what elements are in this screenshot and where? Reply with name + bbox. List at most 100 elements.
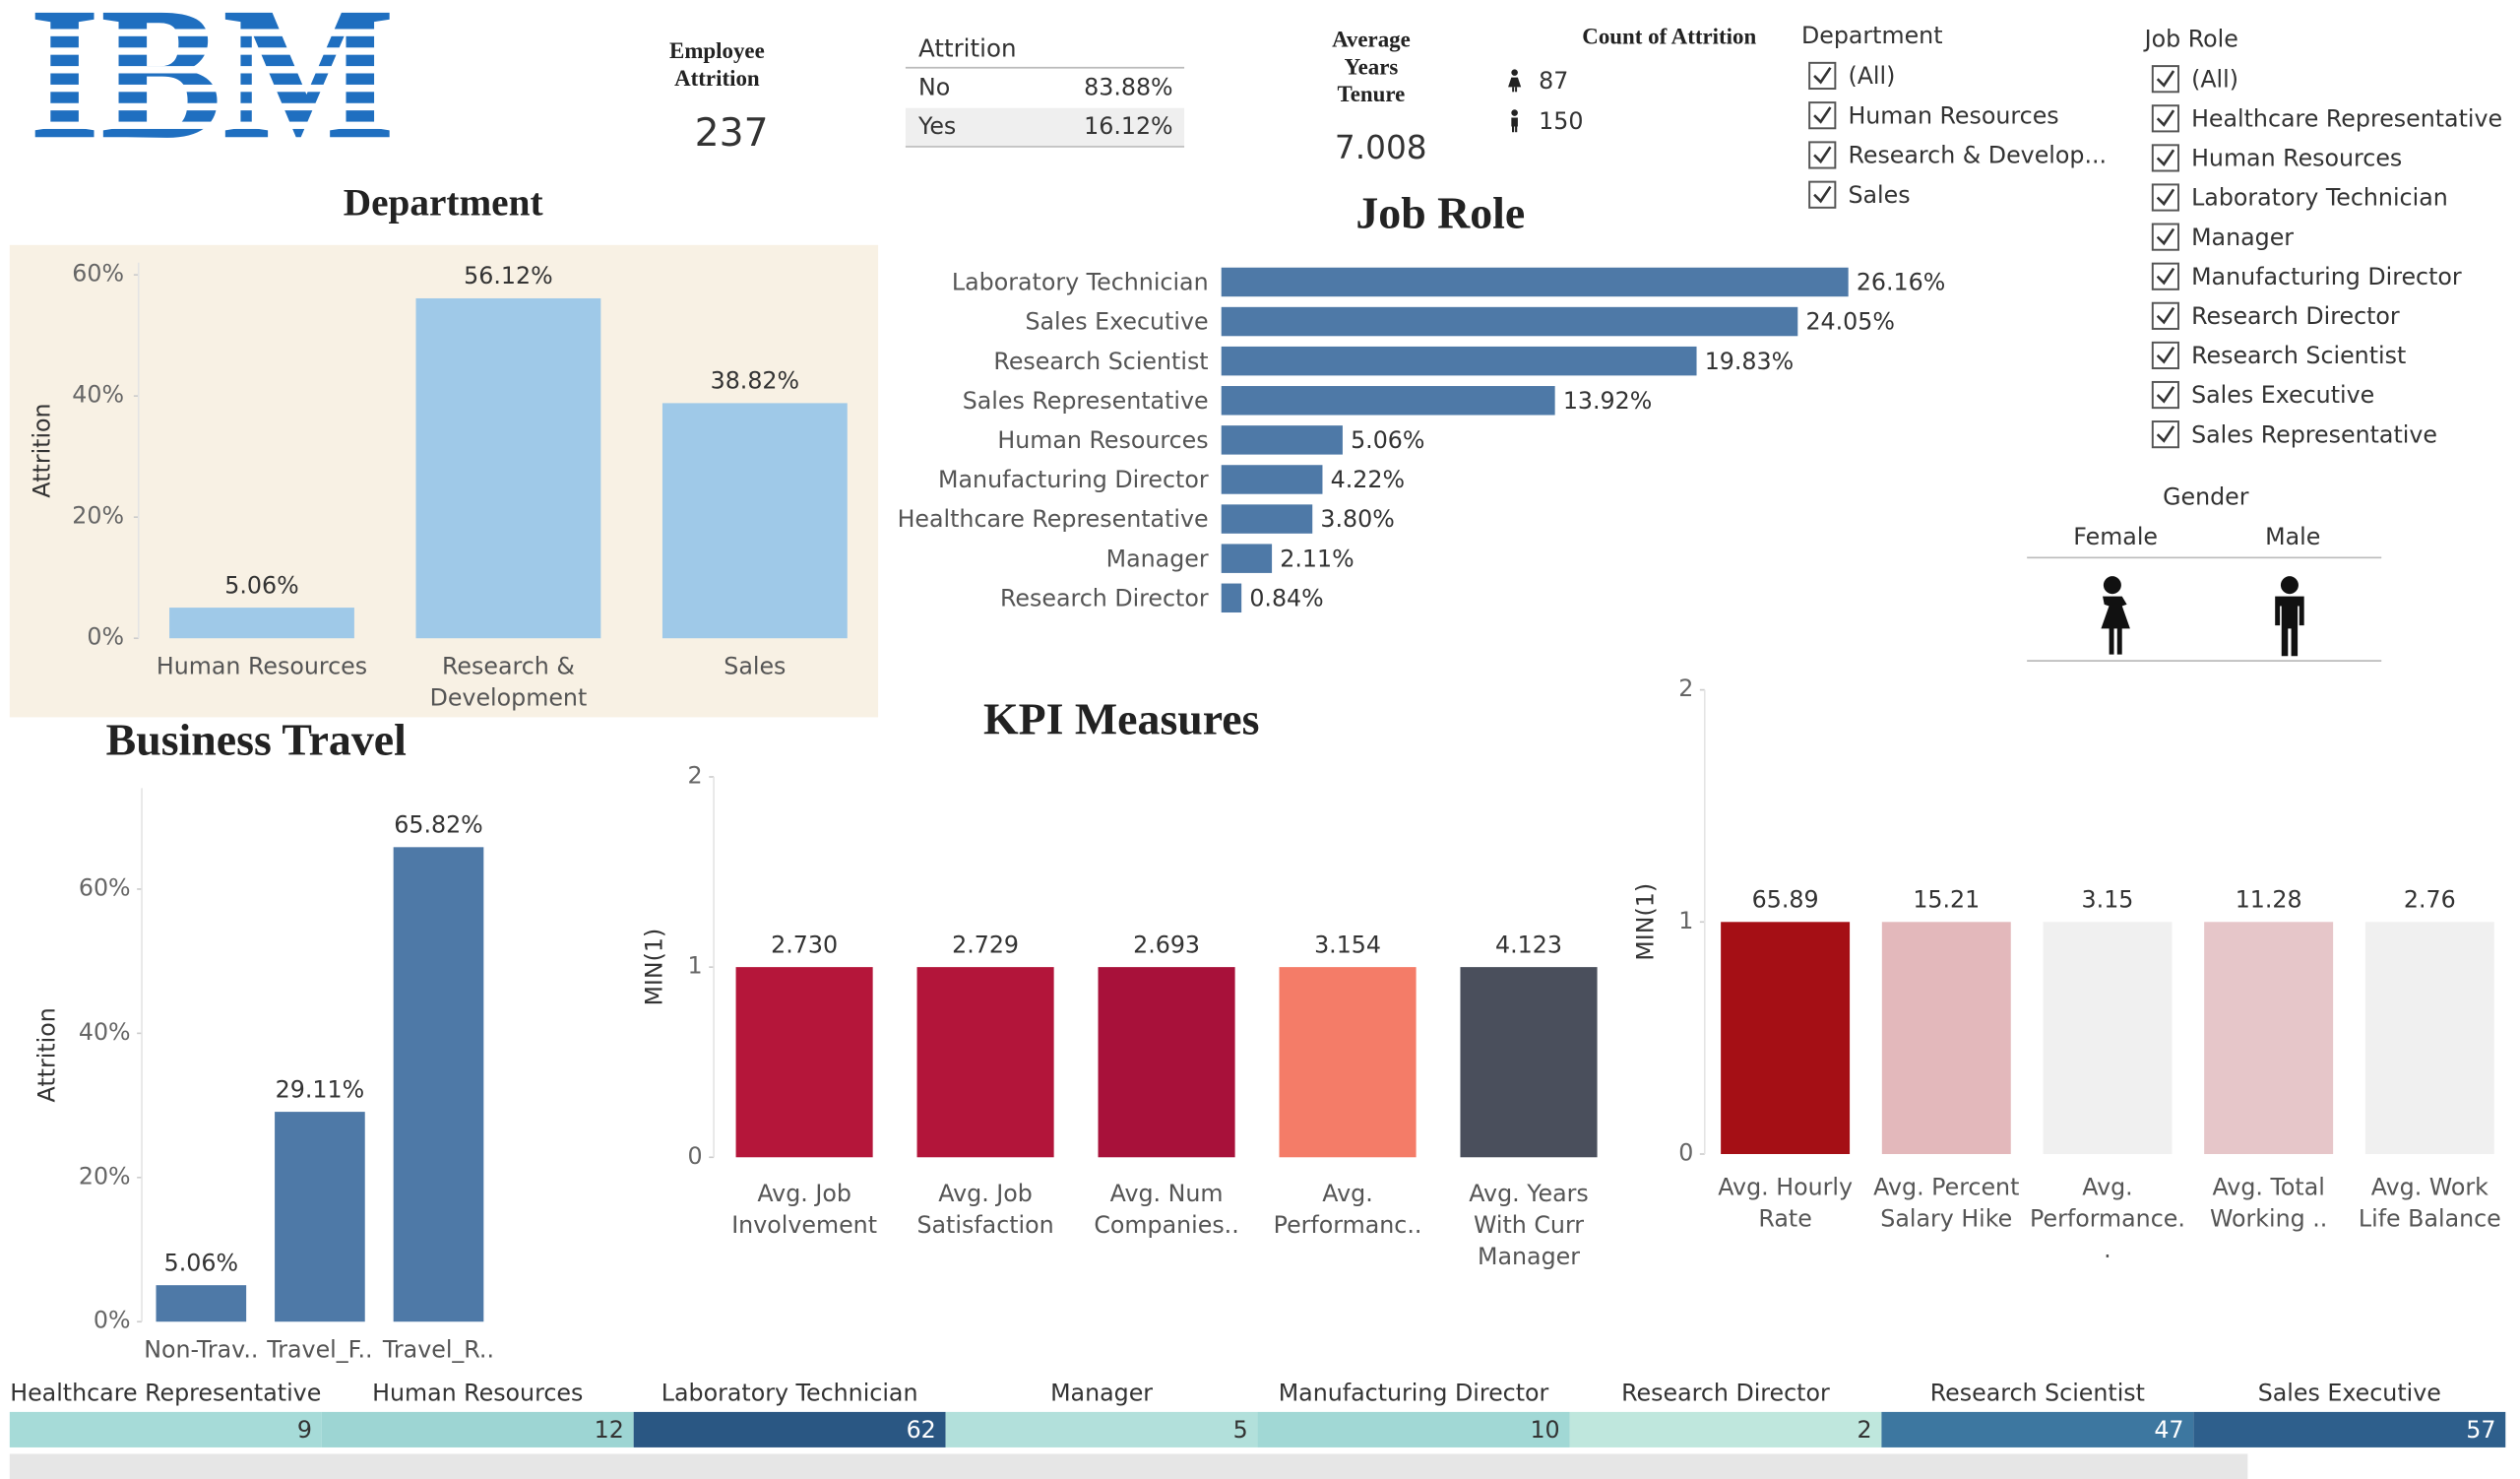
checkbox[interactable] [2151,65,2179,94]
checkbox[interactable] [2151,183,2179,212]
filter-item[interactable]: Manufacturing Director [2191,263,2462,290]
y-tick-label: 0% [94,1307,131,1334]
checkbox[interactable] [1808,141,1837,169]
filter-item[interactable]: Sales Executive [2191,381,2374,409]
data-label: 2.76 [2404,886,2456,914]
x-tick-label: Avg. Performance.. [2030,1173,2185,1263]
cell-value: 10 [1530,1416,1559,1444]
checkbox[interactable] [2151,420,2179,449]
filter-item[interactable]: Healthcare Representative [2191,104,2502,132]
checkbox[interactable] [1808,101,1837,130]
checkmark [2156,109,2175,127]
male-icon[interactable] [2275,576,2304,657]
checkmark [2156,227,2175,246]
filter-item[interactable]: Sales Representative [2191,420,2437,448]
checkbox[interactable] [2151,380,2179,410]
checkbox[interactable] [2151,262,2179,290]
y-tick-label: 2 [1678,675,1693,702]
chart-title: KPI Measures [983,693,1259,743]
filter-item[interactable]: Sales [1848,181,1910,209]
checkmark [1813,146,1832,164]
data-label: 65.89 [1752,886,1819,914]
filter-item[interactable]: (All) [1848,62,1895,90]
data-label: 2.730 [771,931,838,958]
data-label: 0.84% [1249,584,1323,611]
cell-value: 57 [2466,1416,2495,1444]
y-tick-label: 0 [1678,1139,1693,1167]
chart-title: Business Travel [106,715,407,765]
x-tick-label: Research & Development [430,652,588,711]
cell [321,1411,634,1447]
checkbox[interactable] [2151,223,2179,251]
bar [1221,425,1343,455]
data-label: 38.82% [711,367,799,395]
logo: IBM [16,0,411,178]
x-tick-label: Avg. Performanc.. [1274,1179,1422,1238]
data-label: 3.15 [2082,886,2134,914]
logo-stripes [16,29,411,148]
bar [1221,386,1555,416]
y-tick-label: Sales Executive [1025,308,1208,336]
cell [633,1411,946,1447]
cell-value: 9 [297,1416,312,1444]
y-tick-label: 2 [688,761,703,789]
column-header: Research Director [1621,1379,1830,1406]
checkbox[interactable] [2151,301,2179,330]
y-tick-label: 60% [79,873,131,901]
female-icon[interactable] [2101,576,2130,655]
filter-item[interactable]: Human Resources [1848,101,2058,129]
checkbox[interactable] [2151,144,2179,172]
filter-item[interactable]: Manager [2191,224,2294,251]
checkbox[interactable] [2151,104,2179,133]
filter-item[interactable]: Laboratory Technician [2191,184,2448,212]
y-tick-label: 1 [1678,907,1693,934]
y-axis-label: Attrition [29,403,56,497]
bar [1221,504,1313,534]
gender-option[interactable]: Male [2265,523,2320,550]
data-label: 2.693 [1133,931,1200,958]
column-header: Human Resources [372,1379,583,1406]
checkmark [2156,149,2175,167]
checkbox[interactable] [1808,61,1837,91]
data-label: 4.123 [1495,931,1562,958]
data-label: 15.21 [1913,886,1980,914]
data-label: 5.06% [224,571,298,599]
checkmark [2156,386,2175,404]
x-tick-label: Avg. Hourly Rate [1718,1173,1853,1232]
bar [1221,267,1849,297]
checkmark [2156,347,2175,364]
gender-option[interactable]: Female [2073,523,2158,550]
y-axis-label: MIN(1) [641,929,668,1006]
checkmark [2156,188,2175,207]
bar [1881,922,2011,1155]
bar [662,403,848,639]
filter-item[interactable]: Research & Develop... [1848,142,2107,169]
bar [393,847,484,1322]
data-label: 4.22% [1331,466,1405,493]
y-tick-label: Sales Representative [963,387,1209,415]
table-cell: 83.88% [1084,74,1172,101]
y-tick-label: 20% [79,1162,131,1190]
kpi-value: 7.008 [1335,129,1427,166]
y-tick-label: 0 [688,1142,703,1170]
x-tick-label: Non-Trav.. [144,1335,258,1363]
filter-item[interactable]: Research Director [2191,302,2400,330]
bar [1460,967,1598,1158]
y-tick-label: 20% [72,502,124,530]
checkbox[interactable] [2151,341,2179,370]
bar [275,1112,365,1322]
data-label: 11.28 [2236,886,2302,914]
y-tick-label: Laboratory Technician [952,269,1209,296]
y-tick-label: Healthcare Representative [898,505,1209,533]
x-tick-label: Avg. Job Satisfaction [916,1179,1053,1238]
bar [169,608,354,639]
table-row-bg [905,107,1185,147]
filter-item[interactable]: Research Scientist [2191,342,2406,369]
checkbox[interactable] [1808,180,1837,209]
scrollbar[interactable] [9,1453,2248,1479]
filter-item[interactable]: Human Resources [2191,145,2402,172]
filter-item[interactable]: (All) [2191,65,2238,93]
